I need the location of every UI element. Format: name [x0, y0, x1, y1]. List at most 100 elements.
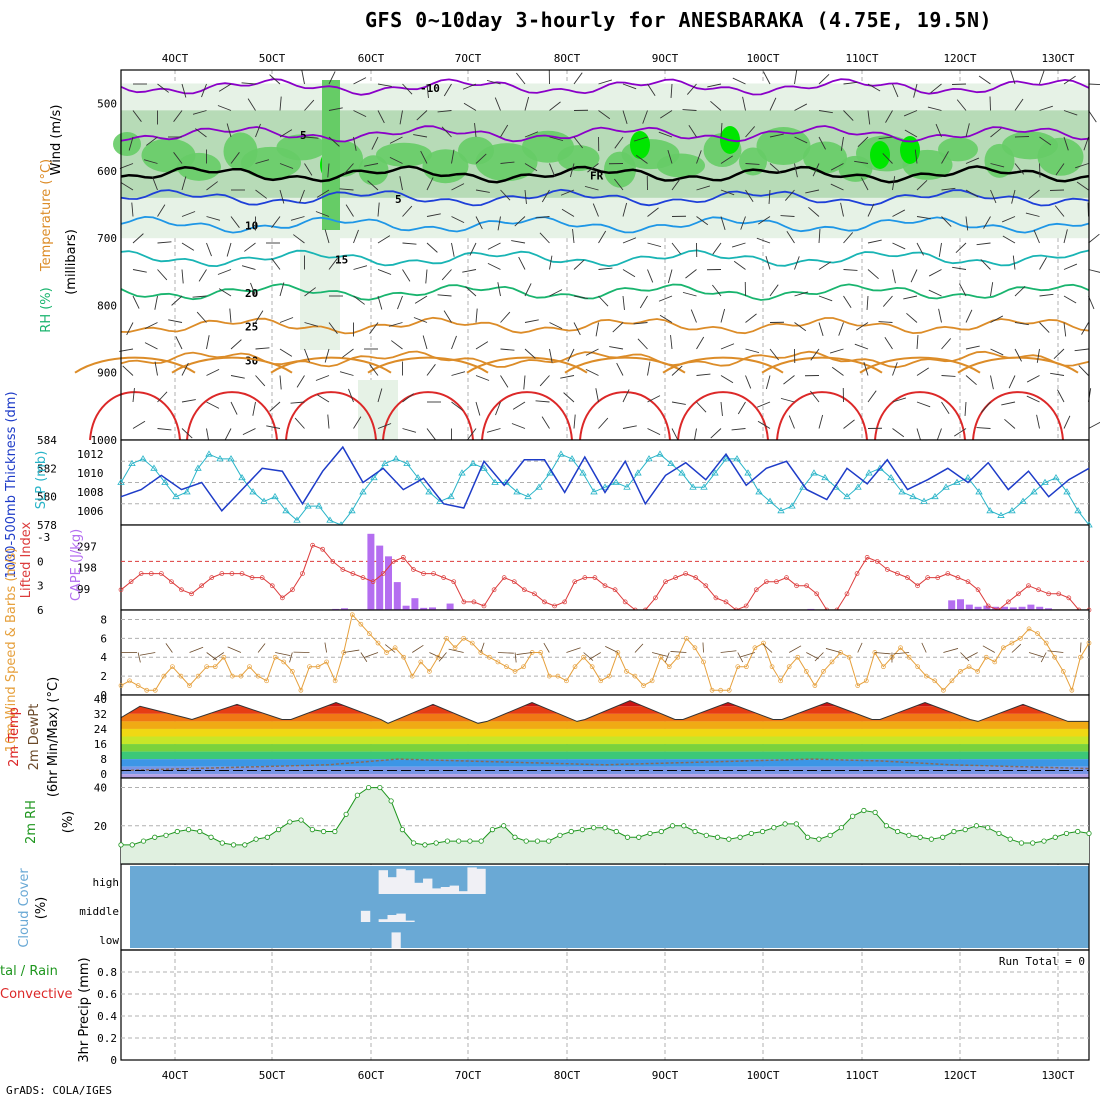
wind-barb [301, 70, 305, 85]
wind-barb [671, 242, 681, 255]
lifted-index-point [784, 575, 789, 580]
slp-tick: 1012 [77, 448, 104, 461]
wind-barb [242, 428, 256, 436]
lifted-index-point [209, 575, 215, 580]
wind-barb [598, 295, 609, 307]
wind-barb [784, 189, 795, 201]
wind-barb [843, 232, 854, 244]
wind-speed-point [1052, 654, 1058, 660]
wind-barb [255, 123, 261, 138]
li-tick: -3 [37, 531, 50, 544]
wind-barb [914, 149, 918, 164]
wind-speed-point [649, 678, 655, 684]
lifted-index-point [804, 583, 810, 589]
wind-barb [279, 317, 294, 323]
rh-point [940, 834, 946, 840]
slp-point [293, 516, 301, 523]
surface-wind-barb [825, 648, 841, 653]
wind-speed-point [521, 664, 526, 670]
rh-point [1086, 830, 1092, 837]
bottom-day-label: 8OCT [554, 1069, 581, 1082]
lifted-index-point [350, 571, 356, 576]
chart-title: GFS 0~10day 3-hourly for ANESBARAKA (4.7… [365, 8, 993, 32]
wind-barb [810, 390, 820, 403]
rh-point [928, 836, 935, 842]
temp-tick: 40 [94, 693, 107, 706]
surface-wind-barb [605, 645, 619, 653]
temp-contour-label: FR [590, 169, 604, 182]
wind-barb [745, 313, 757, 323]
slp-point [755, 488, 763, 495]
wind-speed-point [170, 664, 175, 670]
wind-barb [181, 176, 187, 191]
wind-barb [196, 311, 207, 323]
surface-wind-barb [1028, 652, 1044, 658]
wind-barb [420, 150, 428, 164]
wind-speed-point [1009, 640, 1015, 646]
lifted-index-point [572, 579, 578, 585]
slp-point [898, 488, 906, 495]
wind-barb [475, 153, 487, 164]
wind-barb [1002, 235, 1016, 244]
wind-barb [756, 401, 771, 408]
lifted-index-point [380, 571, 386, 576]
top-day-label: 8OCT [554, 52, 581, 65]
wind-barb [732, 77, 746, 85]
wind-barb [402, 269, 411, 282]
wind-barb [622, 110, 628, 125]
wind-speed-point [1069, 687, 1075, 693]
wind-speed-point [632, 673, 638, 679]
wind-barb [990, 348, 1004, 356]
wind-barb [1004, 418, 1016, 429]
wind-barb [500, 161, 515, 164]
lifted-index-point [673, 575, 678, 580]
rh-point [850, 813, 856, 819]
temp-curve-mask [121, 695, 1089, 724]
wind-barb [745, 189, 754, 202]
temp-tick: 16 [94, 738, 107, 751]
wind-barb [563, 392, 575, 403]
wind-barb [132, 269, 147, 273]
wind-barb [206, 242, 212, 257]
wind-speed-point [212, 664, 218, 670]
wind-barb [622, 389, 630, 403]
cape-bar [367, 533, 375, 610]
wind-speed-point [958, 669, 963, 674]
lifted-index-point [1066, 595, 1072, 601]
surface-wind-barb [652, 652, 668, 657]
axis-label-rh-pct: (%) [61, 811, 76, 834]
hot-arch [776, 391, 868, 441]
surface-wind-barb [762, 643, 773, 653]
wind-barb [132, 295, 140, 309]
wind-barb [343, 163, 354, 175]
surface-wind-barb [589, 652, 601, 660]
lifted-index-point [753, 587, 759, 593]
wind-barb [467, 428, 477, 440]
lifted-index-point [723, 599, 729, 605]
wind-barb [882, 295, 893, 307]
rh-point [298, 817, 304, 823]
wind-barb [255, 189, 267, 199]
wind-barb [1039, 257, 1047, 270]
wind-barb [882, 153, 893, 164]
wind-speed-point [898, 645, 903, 651]
wind-barb [1039, 70, 1045, 85]
lifted-index-point [532, 591, 537, 597]
wind-speed-point [726, 687, 732, 693]
wind-barb [756, 237, 771, 244]
wind-barb [304, 136, 319, 139]
wind-barb [892, 176, 896, 191]
wind-speed-point [281, 659, 287, 665]
wind-speed-point [384, 650, 389, 655]
wind-speed-point [392, 645, 398, 651]
wind-barb [402, 393, 414, 403]
wind-barb [1011, 189, 1016, 204]
lifted-index-point [189, 591, 194, 597]
slp-point [205, 450, 213, 457]
wind-barb [561, 208, 575, 217]
wind-speed-point [238, 673, 244, 679]
cape-bar [992, 606, 1000, 610]
rh-point [118, 842, 124, 848]
cape-bar [393, 582, 401, 610]
surface-wind-barb [737, 652, 744, 663]
